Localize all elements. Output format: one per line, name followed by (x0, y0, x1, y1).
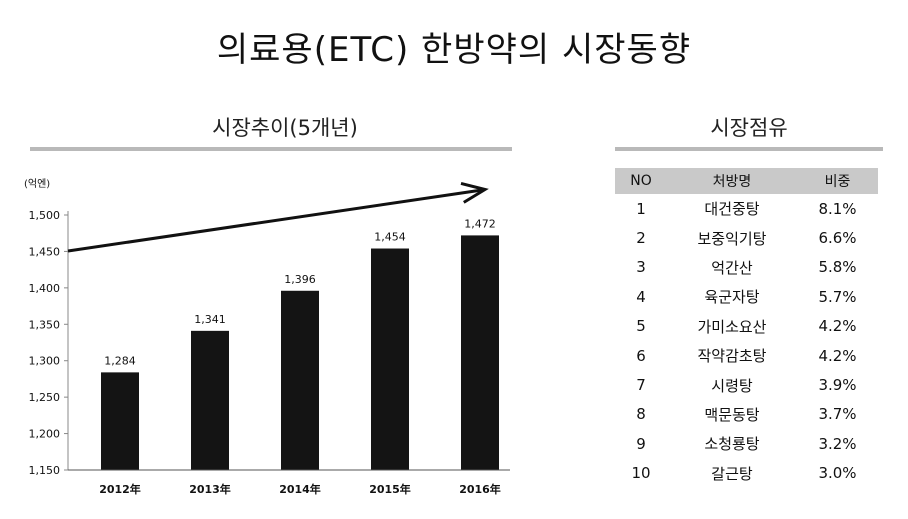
row-share: 4.2% (818, 317, 857, 336)
trend-arrow (67, 188, 483, 253)
header-prescription: 처방명 (667, 168, 797, 194)
bar-value-label: 1,284 (104, 354, 136, 367)
row-name: 대건중탕 (704, 200, 760, 219)
y-tick-label: 1,500 (29, 209, 61, 222)
table-row: 7 시령탕 3.9% (615, 370, 878, 399)
bar-2015年 (371, 248, 409, 470)
row-name: 작약감초탕 (697, 347, 767, 366)
y-tick-label: 1,300 (29, 355, 61, 368)
row-share: 6.6% (818, 229, 857, 248)
row-share: 3.7% (818, 405, 857, 424)
x-axis-labels: 2012年 2013年 2014年 2015年 2016年 (99, 482, 501, 496)
bar-value-label: 1,454 (374, 231, 406, 244)
row-no: 6 (636, 346, 646, 365)
bar-value-label: 1,341 (194, 313, 226, 326)
table-row: 8 맥문동탕 3.7% (615, 400, 878, 429)
y-tick-label: 1,400 (29, 282, 61, 295)
table-row: 3 억간산 5.8% (615, 253, 878, 282)
bar-value-label: 1,472 (464, 217, 496, 230)
bar-2013年 (191, 330, 229, 470)
trend-arrow-head (460, 181, 489, 204)
table-header-row: NO 처방명 비중 (615, 168, 878, 194)
header-share: 비중 (797, 168, 878, 194)
row-name: 가미소요산 (697, 317, 767, 336)
row-share: 3.9% (818, 376, 857, 395)
y-tick-label: 1,450 (29, 245, 61, 258)
row-name: 시령탕 (711, 376, 753, 395)
table-row: 4 육군자탕 5.7% (615, 282, 878, 311)
row-name: 보중익기탕 (697, 229, 767, 248)
x-tick-label: 2015年 (369, 482, 411, 496)
x-tick-label: 2014年 (279, 482, 321, 496)
row-share: 8.1% (818, 199, 857, 218)
row-name: 소청룡탕 (704, 435, 760, 454)
row-name: 억간산 (711, 258, 753, 277)
bar-2014年 (281, 290, 319, 470)
y-tick-label: 1,150 (29, 464, 61, 477)
row-no: 2 (636, 229, 646, 248)
chart-section-divider (30, 147, 512, 151)
market-share-table: NO 처방명 비중 1 대건중탕 8.1% 2 보중익기탕 6.6% 3 억간산… (615, 168, 878, 488)
table-row: 1 대건중탕 8.1% (615, 194, 878, 223)
row-share: 4.2% (818, 346, 857, 365)
share-section-divider (615, 147, 883, 151)
row-no: 10 (631, 464, 651, 483)
row-share: 3.2% (818, 434, 857, 453)
page-title: 의료용(ETC) 한방약의 시장동향 (216, 30, 692, 70)
row-no: 4 (636, 287, 646, 306)
header-no: NO (615, 168, 667, 194)
market-trend-chart: (억엔) 1,150 1,200 1,250 1,300 1,350 1,400 1,450… (24, 178, 510, 496)
table-row: 6 작약감초탕 4.2% (615, 341, 878, 370)
bar-2016年 (461, 235, 499, 470)
bars (101, 235, 499, 470)
table-row: 5 가미소요산 4.2% (615, 312, 878, 341)
y-tick-label: 1,350 (29, 318, 61, 331)
bar-2012年 (101, 372, 139, 470)
row-share: 5.7% (818, 287, 857, 306)
chart-section-title: 시장추이(5개년) (212, 116, 358, 140)
row-name: 맥문동탕 (704, 405, 760, 424)
row-no: 7 (636, 376, 646, 395)
table-row: 10 갈근탕 3.0% (615, 459, 878, 488)
row-no: 3 (636, 258, 646, 277)
row-name: 갈근탕 (711, 464, 753, 483)
table-row: 9 소청룡탕 3.2% (615, 429, 878, 458)
y-axis-ticks: 1,150 1,200 1,250 1,300 1,350 1,400 1,450 1,500 (29, 209, 68, 477)
x-tick-label: 2012年 (99, 482, 141, 496)
row-no: 8 (636, 405, 646, 424)
table-row: 2 보중익기탕 6.6% (615, 223, 878, 252)
bar-value-label: 1,396 (284, 273, 316, 286)
row-name: 육군자탕 (704, 288, 760, 307)
x-tick-label: 2016年 (459, 482, 501, 496)
y-tick-label: 1,200 (29, 428, 61, 441)
row-share: 3.0% (818, 464, 857, 483)
y-axis-unit: (억엔) (24, 178, 50, 190)
row-no: 1 (636, 199, 646, 218)
bar-value-labels: 1,284 1,341 1,396 1,454 1,472 (104, 217, 496, 367)
share-section-title: 시장점유 (710, 116, 788, 140)
x-tick-label: 2013年 (189, 482, 231, 496)
row-share: 5.8% (818, 258, 857, 277)
y-tick-label: 1,250 (29, 391, 61, 404)
row-no: 5 (636, 317, 646, 336)
row-no: 9 (636, 434, 646, 453)
